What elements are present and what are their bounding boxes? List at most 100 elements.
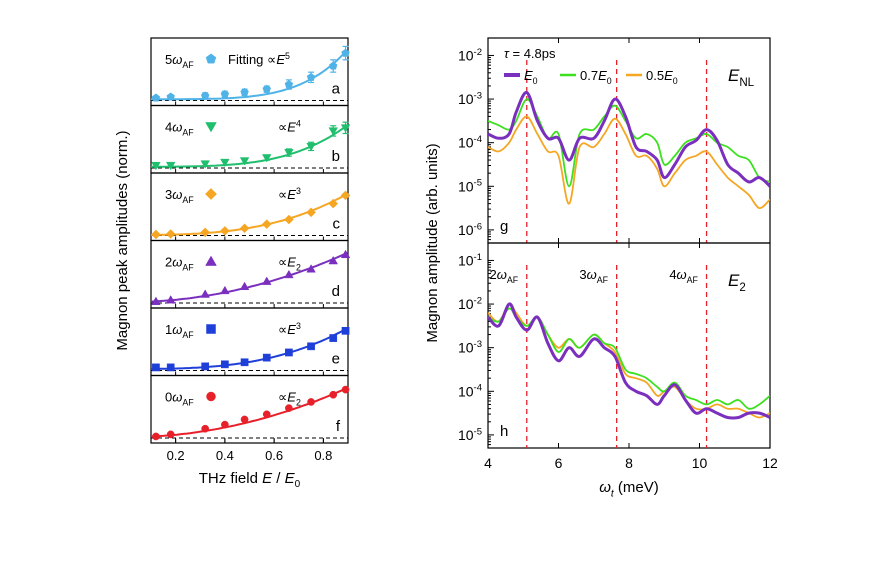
data-point bbox=[329, 390, 338, 399]
data-point bbox=[340, 190, 351, 201]
data-point bbox=[200, 227, 211, 238]
data-point bbox=[166, 92, 175, 101]
series-line-0-5E0 bbox=[488, 115, 770, 209]
y-tick-label: 10-3 bbox=[458, 339, 482, 356]
data-point bbox=[341, 48, 350, 57]
data-point bbox=[328, 198, 339, 209]
legend-entry: 0.5E0 bbox=[646, 68, 678, 86]
panel-frame bbox=[150, 374, 349, 444]
legend-marker bbox=[205, 122, 217, 133]
panel-frame bbox=[150, 239, 349, 309]
y-tick-label: 10-4 bbox=[458, 383, 483, 400]
data-point bbox=[200, 160, 210, 169]
legend-marker bbox=[206, 391, 216, 402]
panel-letter: g bbox=[500, 218, 508, 235]
y-tick-label: 10-4 bbox=[458, 134, 483, 151]
data-point bbox=[306, 142, 316, 152]
harmonic-label: 2ωAF bbox=[490, 267, 519, 285]
y-tick-label: 10-2 bbox=[458, 295, 482, 312]
y-axis-title: Magnon amplitude (arb. units) bbox=[424, 143, 441, 342]
y-tick-label: 10-5 bbox=[458, 178, 482, 195]
data-point bbox=[166, 363, 175, 372]
x-tick-label: 6 bbox=[555, 455, 563, 471]
data-point bbox=[306, 72, 316, 81]
left-figure-harmonic-amplitudes: 5ωAF Fitting ∝E5 a 4ωAF ∝E4 b 3ωAF ∝E3 c 2ωAF ∝E2 d… bbox=[114, 37, 351, 490]
data-point bbox=[328, 61, 338, 70]
data-point bbox=[240, 87, 249, 96]
data-point bbox=[262, 84, 271, 93]
data-point bbox=[261, 219, 272, 230]
panel-title-label: E2 bbox=[728, 271, 746, 294]
legend-marker bbox=[205, 53, 217, 64]
data-point bbox=[285, 404, 293, 412]
data-point bbox=[261, 154, 272, 163]
data-point bbox=[341, 326, 350, 335]
data-point bbox=[284, 214, 294, 225]
y-axis-title: Magnon peak amplitudes (norm.) bbox=[114, 130, 131, 350]
panel-letter: b bbox=[332, 148, 340, 165]
data-point bbox=[340, 124, 351, 133]
panel-frame bbox=[150, 37, 349, 107]
data-point bbox=[307, 398, 315, 406]
data-point bbox=[220, 89, 230, 98]
y-tick-label: 10-3 bbox=[458, 90, 482, 107]
pulse-duration-annotation: τ = 4.8ps bbox=[504, 46, 556, 61]
legend-marker bbox=[206, 324, 216, 334]
harmonic-label: 5ωAF bbox=[165, 52, 194, 70]
panel-g: 10-6 10-5 10-4 10-3 10-2 ENL g τ = 4.8ps E0 0.7E0… bbox=[458, 37, 771, 244]
harmonic-label: 3ωAF bbox=[579, 267, 608, 285]
legend-marker bbox=[205, 255, 217, 266]
harmonic-label: 0ωAF bbox=[165, 390, 194, 408]
panel-f: 0ωAF ∝E2 f bbox=[150, 374, 350, 444]
data-point bbox=[328, 255, 338, 265]
x-axis-title: THz field E / E0 bbox=[199, 470, 301, 490]
series-line-E0 bbox=[488, 302, 770, 420]
panel-letter: e bbox=[332, 351, 340, 368]
y-tick-label: 10-6 bbox=[458, 221, 482, 238]
panel-h: 10-5 10-4 10-3 10-2 10-1 E2 h 2ωAF 3ωAF 4ωAF bbox=[458, 242, 771, 449]
right-figure-magnon-spectra: 10-6 10-5 10-4 10-3 10-2 ENL g τ = 4.8ps E0 0.7E0… bbox=[424, 37, 778, 500]
panel-d: 2ωAF ∝E2 d bbox=[150, 239, 351, 309]
fit-label: ∝E2 bbox=[278, 255, 301, 273]
data-point bbox=[239, 157, 250, 166]
data-point bbox=[306, 264, 316, 273]
data-point bbox=[285, 348, 293, 357]
x-tick-label: 10 bbox=[692, 455, 708, 471]
legend-entry: E0 bbox=[524, 68, 538, 86]
series-line-E0 bbox=[488, 91, 770, 188]
panel-letter: f bbox=[336, 418, 341, 435]
data-point bbox=[261, 276, 272, 285]
data-point bbox=[221, 420, 229, 429]
data-point bbox=[151, 229, 161, 240]
y-tick-label: 10-1 bbox=[458, 252, 482, 269]
data-point bbox=[152, 363, 160, 372]
data-point bbox=[201, 424, 210, 433]
panel-letter: h bbox=[500, 423, 508, 440]
x-tick-label: 12 bbox=[762, 455, 778, 471]
data-point bbox=[166, 430, 175, 439]
data-point bbox=[341, 385, 350, 394]
data-point bbox=[262, 410, 271, 419]
data-point bbox=[284, 269, 294, 279]
harmonic-label: 2ωAF bbox=[165, 255, 194, 273]
fit-curve bbox=[150, 252, 346, 303]
panel-letter: c bbox=[333, 216, 341, 233]
harmonic-label: 1ωAF bbox=[165, 322, 194, 340]
panel-title-label: ENL bbox=[728, 66, 755, 89]
data-point bbox=[284, 80, 294, 89]
data-point bbox=[240, 358, 249, 367]
panel-e: 1ωAF ∝E3 e bbox=[150, 307, 350, 377]
panel-letter: d bbox=[332, 283, 340, 300]
data-point bbox=[221, 360, 229, 369]
x-tick-label: 4 bbox=[484, 455, 492, 471]
panel-frame bbox=[150, 172, 349, 242]
data-point bbox=[306, 207, 316, 218]
data-point bbox=[262, 353, 271, 362]
y-tick-label: 10-5 bbox=[458, 426, 482, 443]
data-point bbox=[307, 342, 315, 351]
fit-label: Fitting ∝E5 bbox=[228, 51, 290, 67]
x-tick-label: 0.6 bbox=[265, 448, 283, 463]
data-point bbox=[240, 415, 249, 424]
data-point bbox=[200, 91, 210, 100]
